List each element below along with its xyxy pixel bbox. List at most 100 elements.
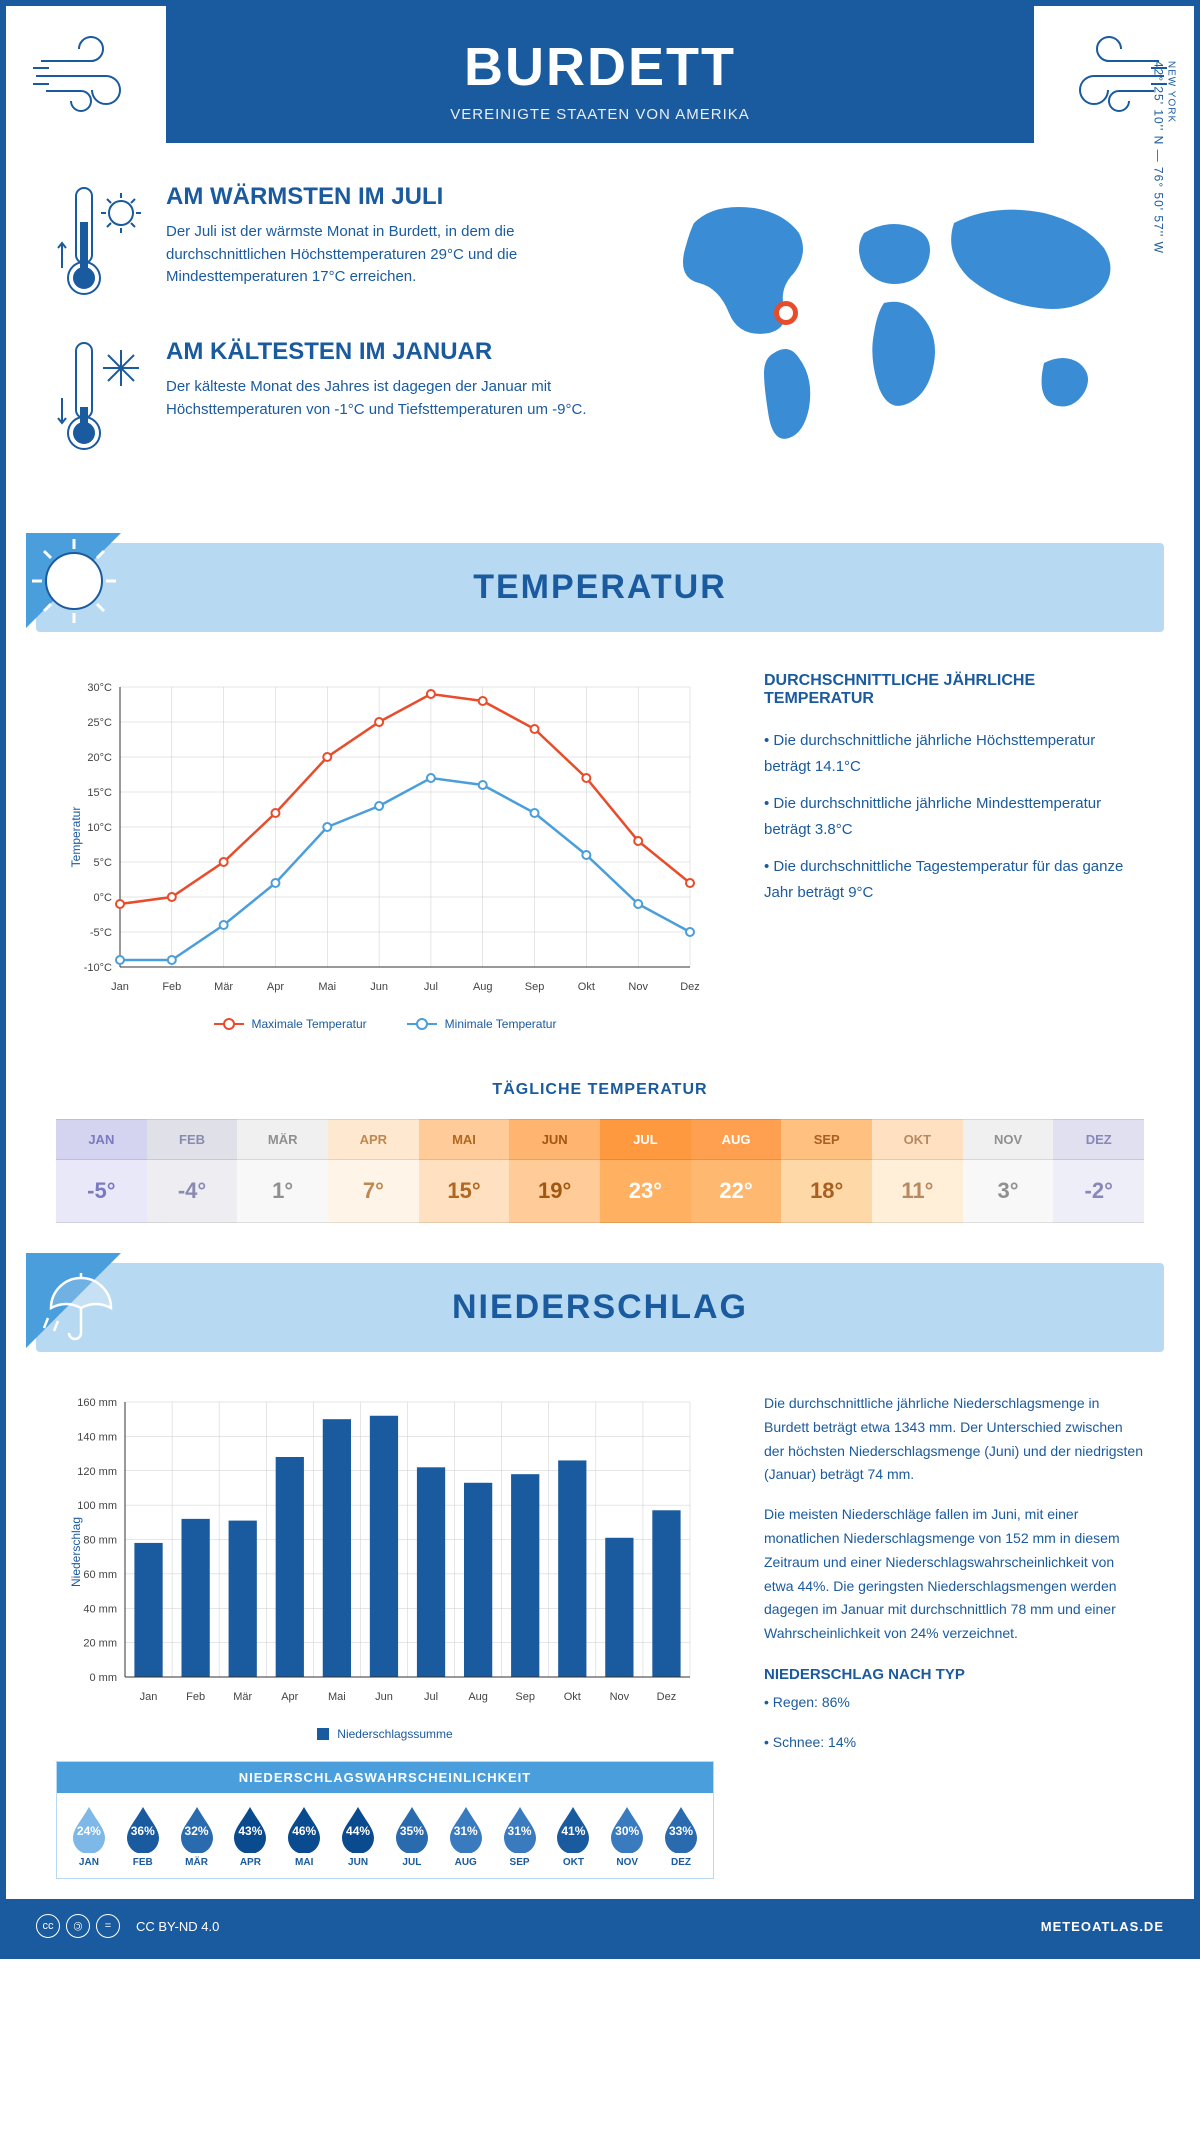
prob-cell: 24% JAN	[62, 1803, 116, 1868]
world-map-svg	[644, 183, 1144, 463]
drop-icon: 44%	[338, 1803, 378, 1853]
prob-cell: 46% MAI	[277, 1803, 331, 1868]
svg-text:Temperatur: Temperatur	[69, 807, 83, 868]
country-name: VEREINIGTE STAATEN VON AMERIKA	[6, 106, 1194, 123]
prob-cell: 30% NOV	[600, 1803, 654, 1868]
svg-text:10°C: 10°C	[87, 822, 112, 834]
prob-row: 24% JAN 36% FEB 32% MÄR 43% APR	[57, 1793, 713, 1878]
precip-legend: Niederschlagssumme	[56, 1727, 714, 1741]
warmest-text: AM WÄRMSTEN IM JULI Der Juli ist der wär…	[166, 183, 604, 308]
svg-text:Mär: Mär	[233, 1691, 252, 1703]
svg-text:Mai: Mai	[318, 981, 336, 993]
temp-content: -10°C-5°C0°C5°C10°C15°C20°C25°C30°CJanFe…	[6, 632, 1194, 1051]
footer-brand: METEOATLAS.DE	[1041, 1919, 1164, 1934]
intro-left: AM WÄRMSTEN IM JULI Der Juli ist der wär…	[56, 183, 604, 493]
precip-left: 0 mm20 mm40 mm60 mm80 mm100 mm120 mm140 …	[56, 1392, 714, 1879]
nd-icon: =	[96, 1914, 120, 1938]
coldest-block: AM KÄLTESTEN IM JANUAR Der kälteste Mona…	[56, 338, 604, 463]
precip-text: Die durchschnittliche jährliche Niedersc…	[764, 1392, 1144, 1879]
svg-text:Jun: Jun	[375, 1691, 393, 1703]
svg-text:Jun: Jun	[370, 981, 388, 993]
daily-cell: SEP 18°	[781, 1119, 872, 1223]
daily-title: TÄGLICHE TEMPERATUR	[6, 1081, 1194, 1099]
svg-text:160 mm: 160 mm	[77, 1397, 117, 1409]
daily-cell: JUN 19°	[509, 1119, 600, 1223]
precip-t1: • Regen: 86%	[764, 1691, 1144, 1715]
precip-p2: Die meisten Niederschläge fallen im Juni…	[764, 1503, 1144, 1646]
temp-info-heading: DURCHSCHNITTLICHE JÄHRLICHE TEMPERATUR	[764, 672, 1144, 708]
svg-text:Niederschlag: Niederschlag	[69, 1517, 83, 1587]
thermometer-cold-icon	[56, 338, 146, 463]
license-block: cc 🄯 = CC BY-ND 4.0	[36, 1914, 219, 1938]
map-block: NEW YORK 42° 25' 10'' N — 76° 50' 57'' W	[644, 183, 1144, 493]
svg-text:100 mm: 100 mm	[77, 1500, 117, 1512]
prob-cell: 33% DEZ	[654, 1803, 708, 1868]
infographic-container: BURDETT VEREINIGTE STAATEN VON AMERIKA A…	[0, 0, 1200, 1959]
prob-cell: 44% JUN	[331, 1803, 385, 1868]
svg-text:80 mm: 80 mm	[83, 1535, 117, 1547]
prob-title: NIEDERSCHLAGSWAHRSCHEINLICHKEIT	[57, 1762, 713, 1793]
svg-text:25°C: 25°C	[87, 717, 112, 729]
region-label: NEW YORK	[1166, 61, 1177, 254]
drop-icon: 35%	[392, 1803, 432, 1853]
daily-cell: DEZ -2°	[1053, 1119, 1144, 1223]
drop-icon: 30%	[607, 1803, 647, 1853]
svg-text:Feb: Feb	[162, 981, 181, 993]
drop-icon: 33%	[661, 1803, 701, 1853]
city-name: BURDETT	[6, 36, 1194, 98]
daily-cell: FEB -4°	[147, 1119, 238, 1223]
daily-cell: MAI 15°	[419, 1119, 510, 1223]
warmest-block: AM WÄRMSTEN IM JULI Der Juli ist der wär…	[56, 183, 604, 308]
daily-cell: JUL 23°	[600, 1119, 691, 1223]
temp-bullet-2: • Die durchschnittliche jährliche Mindes…	[764, 791, 1144, 842]
precip-type-heading: NIEDERSCHLAG NACH TYP	[764, 1666, 1144, 1683]
svg-text:Jan: Jan	[111, 981, 129, 993]
probability-box: NIEDERSCHLAGSWAHRSCHEINLICHKEIT 24% JAN …	[56, 1761, 714, 1879]
wind-icon	[31, 36, 141, 116]
drop-icon: 31%	[500, 1803, 540, 1853]
footer: cc 🄯 = CC BY-ND 4.0 METEOATLAS.DE	[6, 1899, 1194, 1953]
svg-text:30°C: 30°C	[87, 682, 112, 694]
svg-text:Mai: Mai	[328, 1691, 346, 1703]
svg-text:0 mm: 0 mm	[90, 1672, 118, 1684]
svg-text:20°C: 20°C	[87, 752, 112, 764]
svg-text:60 mm: 60 mm	[83, 1569, 117, 1581]
temp-chart: -10°C-5°C0°C5°C10°C15°C20°C25°C30°CJanFe…	[56, 672, 714, 1031]
prob-cell: 41% OKT	[546, 1803, 600, 1868]
drop-icon: 36%	[123, 1803, 163, 1853]
daily-cell: JAN -5°	[56, 1119, 147, 1223]
svg-text:Nov: Nov	[610, 1691, 630, 1703]
temp-bullet-1: • Die durchschnittliche jährliche Höchst…	[764, 728, 1144, 779]
precip-content: 0 mm20 mm40 mm60 mm80 mm100 mm120 mm140 …	[6, 1352, 1194, 1899]
location-marker	[774, 301, 798, 325]
svg-text:Aug: Aug	[468, 1691, 488, 1703]
temp-bullet-3: • Die durchschnittliche Tagestemperatur …	[764, 854, 1144, 905]
umbrella-icon	[26, 1253, 136, 1363]
svg-text:Dez: Dez	[680, 981, 700, 993]
svg-text:Aug: Aug	[473, 981, 493, 993]
coldest-text: AM KÄLTESTEN IM JANUAR Der kälteste Mona…	[166, 338, 604, 463]
temp-section-header: TEMPERATUR	[36, 543, 1164, 632]
prob-cell: 32% MÄR	[170, 1803, 224, 1868]
svg-text:Okt: Okt	[578, 981, 595, 993]
svg-text:40 mm: 40 mm	[83, 1603, 117, 1615]
svg-text:Jul: Jul	[424, 1691, 438, 1703]
prob-cell: 31% AUG	[439, 1803, 493, 1868]
drop-icon: 31%	[446, 1803, 486, 1853]
license-text: CC BY-ND 4.0	[136, 1919, 219, 1934]
sun-icon	[26, 533, 136, 643]
prob-cell: 36% FEB	[116, 1803, 170, 1868]
thermometer-hot-icon	[56, 183, 146, 308]
svg-text:Jul: Jul	[424, 981, 438, 993]
svg-text:Jan: Jan	[140, 1691, 158, 1703]
svg-text:120 mm: 120 mm	[77, 1466, 117, 1478]
svg-text:Feb: Feb	[186, 1691, 205, 1703]
drop-icon: 46%	[284, 1803, 324, 1853]
svg-text:Mär: Mär	[214, 981, 233, 993]
by-icon: 🄯	[66, 1914, 90, 1938]
svg-text:Okt: Okt	[564, 1691, 581, 1703]
coordinates: NEW YORK 42° 25' 10'' N — 76° 50' 57'' W	[1152, 61, 1177, 254]
svg-text:-10°C: -10°C	[84, 962, 112, 974]
temp-info: DURCHSCHNITTLICHE JÄHRLICHE TEMPERATUR •…	[764, 672, 1144, 1031]
temp-legend: Maximale Temperatur Minimale Temperatur	[56, 1017, 714, 1031]
